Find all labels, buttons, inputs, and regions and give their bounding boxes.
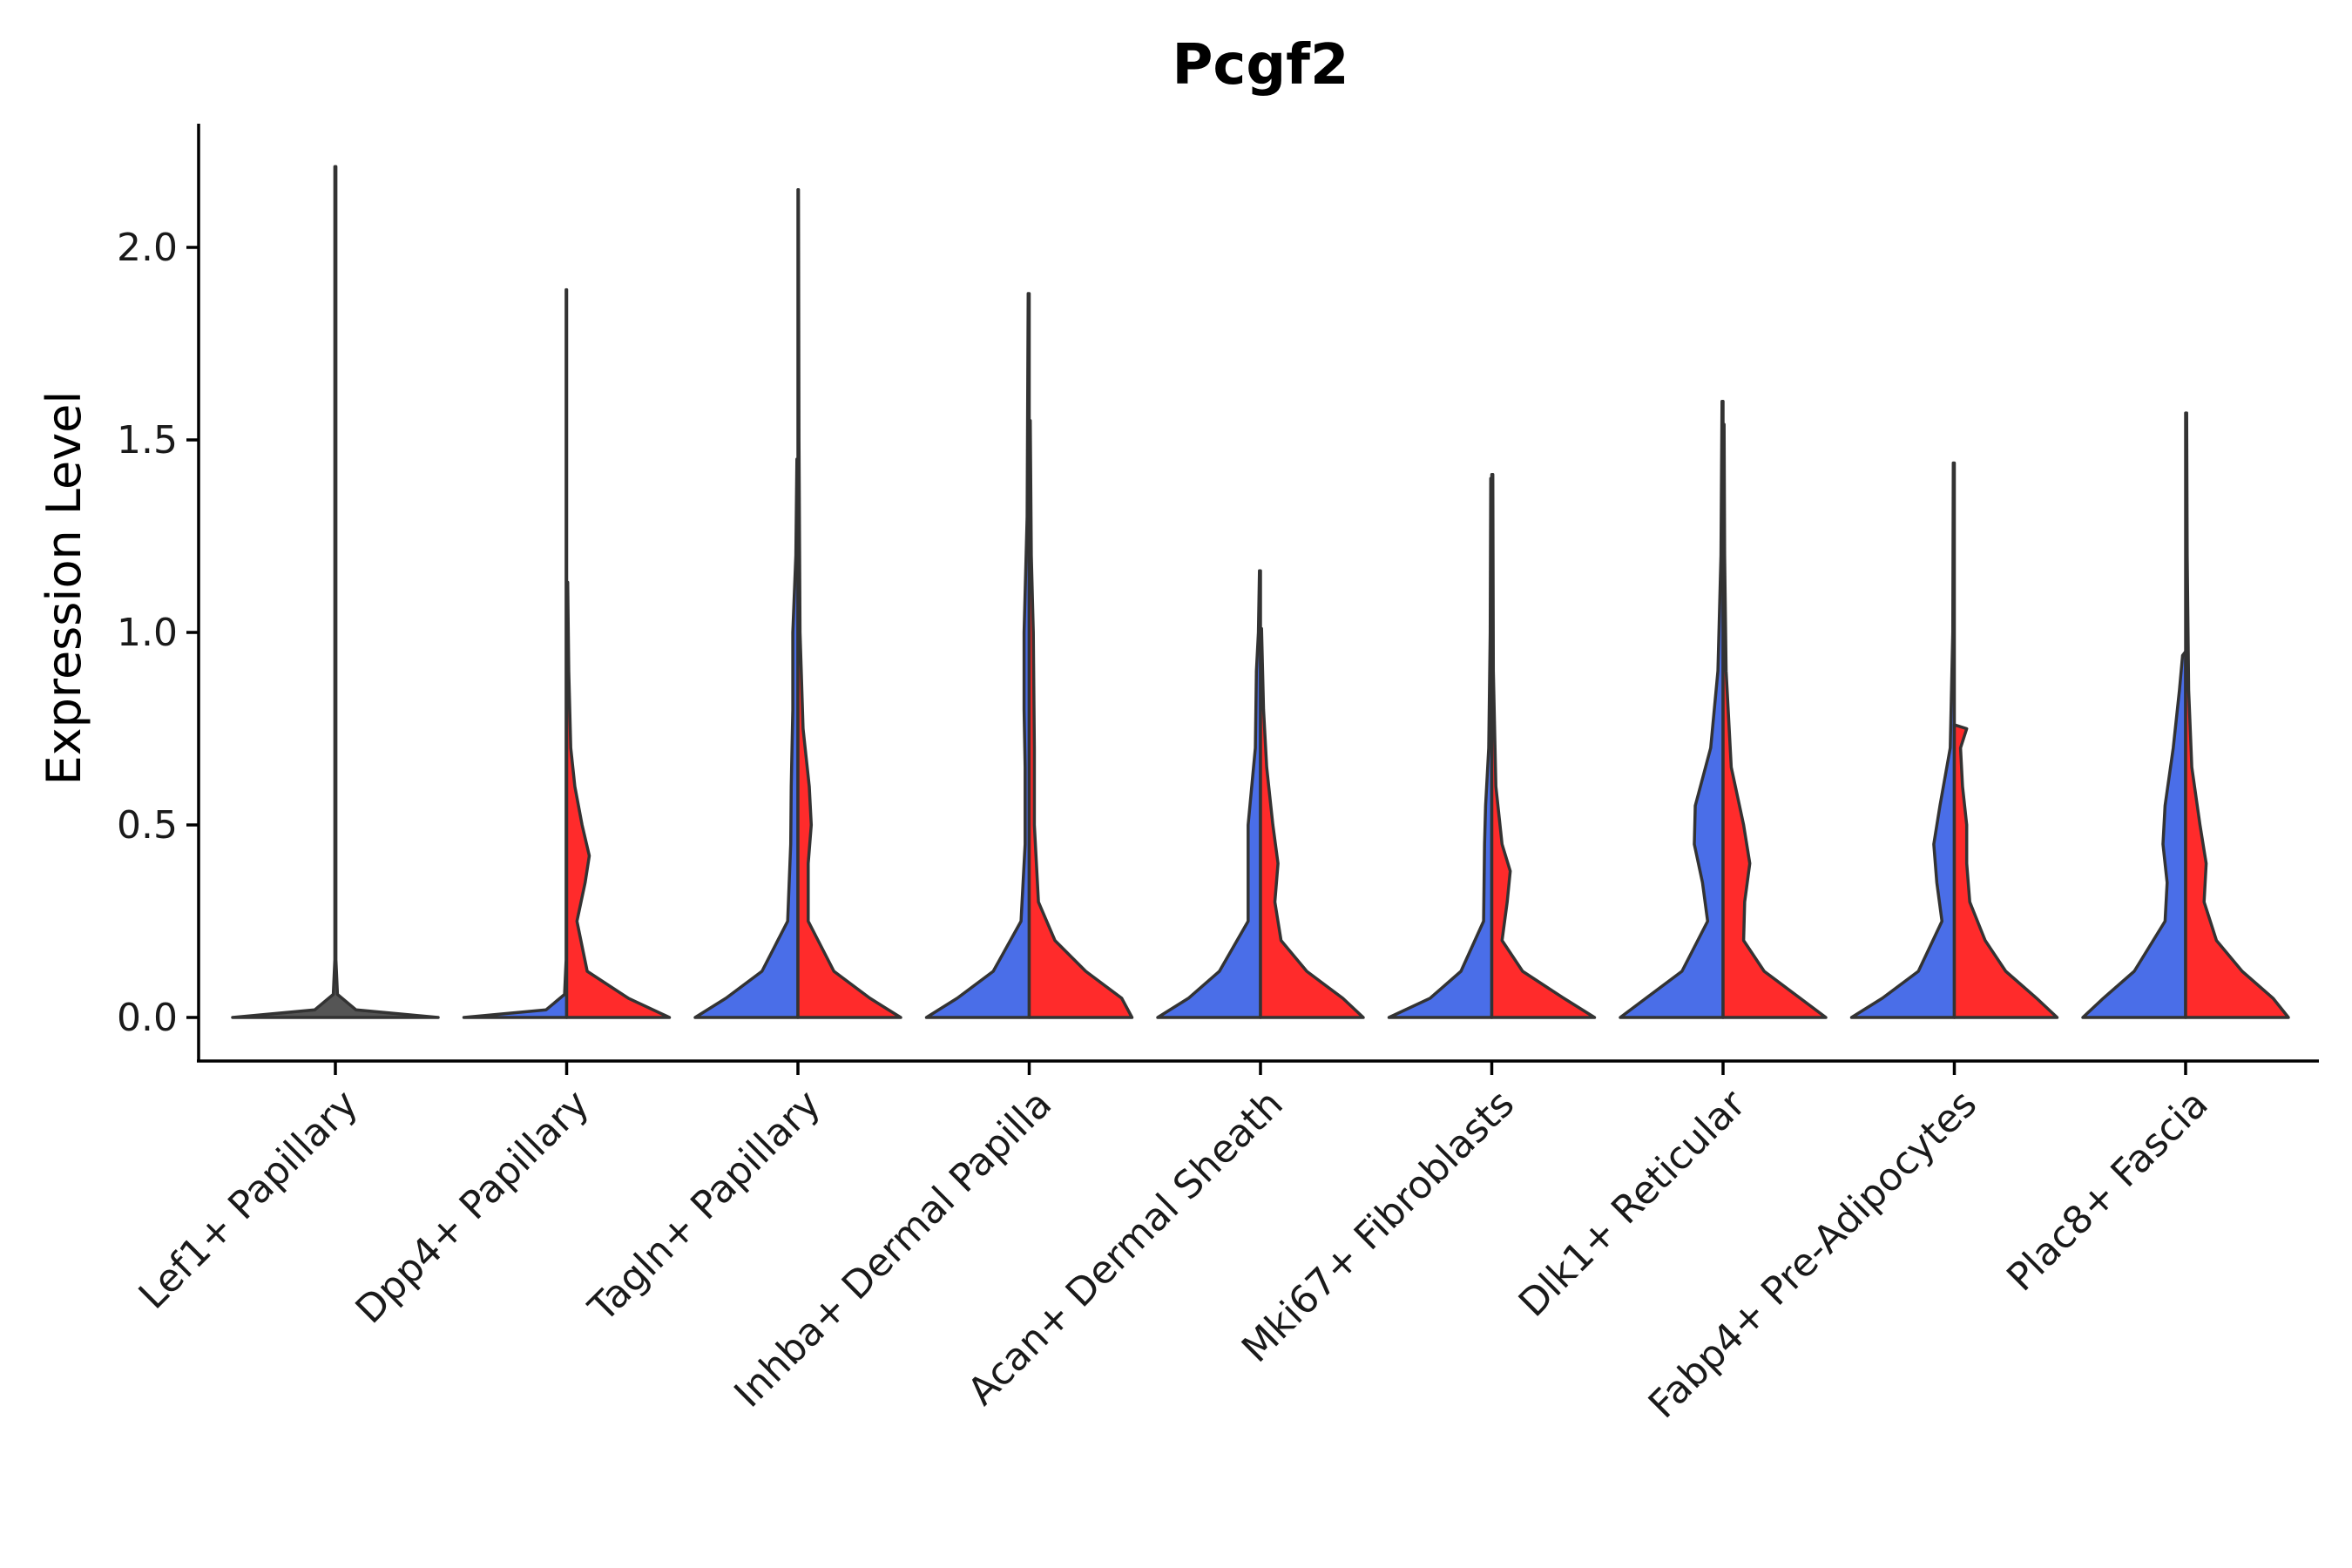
- violin-group-2: [1259, 626, 1365, 1019]
- y-tick-label: 0.5: [117, 803, 178, 848]
- y-tick-label: 1.5: [117, 418, 178, 463]
- violin-group-2: [564, 580, 672, 1019]
- y-tick-label: 2.0: [117, 226, 178, 270]
- violin-group-2: [1490, 473, 1597, 1019]
- violin-group-2: [1952, 723, 2059, 1019]
- violin-group-2: [1027, 419, 1134, 1019]
- violin-group-2: [2184, 411, 2290, 1019]
- violin-group-1: [462, 287, 569, 1019]
- x-tick-label: Dlk1+ Reticular: [1511, 1081, 1755, 1326]
- violin-group-2: [796, 187, 902, 1019]
- violin-group-1: [1619, 400, 1725, 1019]
- violin-group-2: [1721, 422, 1828, 1019]
- violin-group-1: [1387, 476, 1494, 1019]
- y-axis-label: Expression Level: [37, 391, 91, 786]
- y-tick-label: 0.0: [117, 996, 178, 1040]
- chart-title: Pcgf2: [1172, 33, 1348, 98]
- x-tick-label: Plac8+ Fascia: [1998, 1082, 2217, 1301]
- violin-group-1: [2081, 650, 2187, 1019]
- violin-group-1: [1156, 569, 1262, 1019]
- x-tick-label: Dpp4+ Papillary: [348, 1082, 598, 1333]
- x-tick-label: Lef1+ Papillary: [131, 1082, 367, 1318]
- y-tick-label: 1.0: [117, 611, 178, 655]
- violin-group-1: [1849, 461, 1957, 1019]
- x-tick-label: Tagln+ Papillary: [580, 1082, 829, 1331]
- violin-layer: [231, 165, 2290, 1019]
- violin-group-1: [693, 457, 800, 1019]
- y-axis-ticks: 0.0 0.5 1.0 1.5 2.0: [117, 226, 199, 1040]
- violin-group-1: [231, 165, 440, 1019]
- violin-group-1: [924, 292, 1031, 1019]
